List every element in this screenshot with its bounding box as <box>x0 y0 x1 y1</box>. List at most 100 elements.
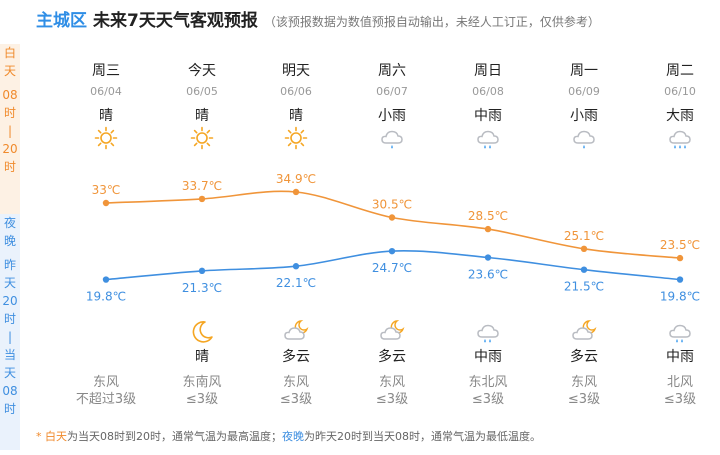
forecast-title: 未来7天天气客观预报 <box>93 11 258 31</box>
date-label: 06/08 <box>472 85 504 98</box>
wind-direction-label: 东风 <box>378 375 405 390</box>
weekday-label: 明天 <box>282 63 310 79</box>
period-label-char: 08 <box>2 384 18 398</box>
wind-direction-label: 东风 <box>570 375 597 390</box>
weekday-label: 周日 <box>474 63 502 79</box>
wind-direction-label: 东南风 <box>182 375 222 390</box>
wind-direction-label: 北风 <box>666 375 693 390</box>
partly-cloudy-night-icon <box>570 318 598 346</box>
day-period-label: 白天 08 时 | 20 时 <box>0 44 20 214</box>
day-weather-label: 中雨 <box>474 108 502 124</box>
high-temp-label: 30.5℃ <box>372 198 412 212</box>
weekday-label: 今天 <box>188 63 216 79</box>
moderate-rain-icon <box>474 318 502 346</box>
high-temp-label: 25.1℃ <box>564 229 604 243</box>
low-temp-label: 21.3℃ <box>182 281 222 295</box>
wind-direction-label: 东风 <box>282 375 309 390</box>
period-label-char: 天 <box>3 276 16 290</box>
light-rain-icon <box>378 124 406 152</box>
high-temp-label: 33℃ <box>92 183 121 197</box>
high-temp-label: 34.9℃ <box>276 172 316 186</box>
day-weather-label: 小雨 <box>570 108 598 124</box>
low-temp-label: 19.8℃ <box>660 290 700 304</box>
period-label-char: 08 <box>2 88 18 102</box>
high-temp-point <box>388 214 396 221</box>
period-label-char: 天 <box>3 366 16 380</box>
heavy-rain-icon <box>666 124 694 152</box>
footnote-star: * <box>36 430 45 443</box>
low-temp-point <box>292 263 300 270</box>
low-temp-label: 19.8℃ <box>86 290 126 304</box>
date-label: 06/04 <box>90 85 122 98</box>
footnote-day-text: 为当天08时到20时，通常气温为最高温度； <box>67 430 282 443</box>
period-label-char: 当 <box>3 348 16 362</box>
date-label: 06/07 <box>376 85 408 98</box>
low-temp-point <box>580 266 588 273</box>
period-label-char: 晚 <box>3 234 16 248</box>
period-label-char: 昨 <box>3 258 16 272</box>
low-temp-point <box>102 276 110 283</box>
high-temp-point <box>102 199 110 207</box>
wind-direction-label: 东风 <box>92 375 119 390</box>
period-label-char: 天 <box>3 64 16 78</box>
sun-icon <box>188 124 216 152</box>
period-label-char: 20 <box>2 294 18 308</box>
low-temp-label: 24.7℃ <box>372 261 412 275</box>
high-temp-point <box>580 245 588 253</box>
wind-level-label: ≤3级 <box>375 392 409 407</box>
date-label: 06/09 <box>568 85 600 98</box>
sun-icon <box>92 124 120 152</box>
date-label: 06/05 <box>186 85 218 98</box>
moon-icon <box>188 318 216 346</box>
weekday-label: 周二 <box>666 63 694 79</box>
weekday-label: 周一 <box>570 63 598 79</box>
night-weather-label: 多云 <box>282 349 310 365</box>
low-temp-label: 21.5℃ <box>564 280 604 294</box>
wind-level-label: ≤3级 <box>279 392 313 407</box>
wind-direction-label: 东北风 <box>468 375 508 390</box>
footnote-night-text: 为昨天20时到当天08时，通常气温为最低温度。 <box>304 430 541 443</box>
wind-level-label: ≤3级 <box>471 392 505 407</box>
low-temp-point <box>388 247 396 255</box>
date-label: 06/06 <box>280 85 312 98</box>
partly-cloudy-night-icon <box>282 318 310 346</box>
period-label-char: 白 <box>3 46 16 60</box>
footnote-night-keyword: 夜晚 <box>282 430 304 443</box>
period-label-char: 夜 <box>3 216 16 230</box>
night-weather-label: 中雨 <box>474 349 502 365</box>
day-weather-label: 晴 <box>289 108 303 124</box>
day-weather-label: 晴 <box>195 108 209 124</box>
wind-level-label: ≤3级 <box>185 392 219 407</box>
weekday-label: 周六 <box>378 63 406 79</box>
period-label-char: | <box>7 330 13 344</box>
day-weather-label: 大雨 <box>666 108 694 124</box>
period-label-char: 时 <box>3 402 16 416</box>
sun-icon <box>282 124 310 152</box>
period-label-char: 时 <box>3 106 16 120</box>
low-temp-label: 22.1℃ <box>276 276 316 290</box>
night-period-label: 夜晚昨天 20 时 | 当天 08 时 <box>0 214 20 450</box>
high-temp-point <box>676 254 684 262</box>
weekday-label: 周三 <box>92 63 120 79</box>
high-temp-label: 23.5℃ <box>660 238 700 252</box>
high-temp-point <box>484 225 492 233</box>
footnote: * 白天为当天08时到20时，通常气温为最高温度；夜晚为昨天20时到当天08时，… <box>36 428 541 444</box>
moderate-rain-icon <box>666 318 694 346</box>
low-temp-point <box>484 254 492 261</box>
day-weather-label: 小雨 <box>378 108 406 124</box>
wind-level-label: ≤3级 <box>567 392 601 407</box>
wind-level-label: 不超过3级 <box>75 392 137 407</box>
night-weather-label: 中雨 <box>666 349 694 365</box>
high-temp-label: 33.7℃ <box>182 179 222 193</box>
period-label-char: 时 <box>3 312 16 326</box>
region-name: 主城区 <box>36 11 87 31</box>
light-rain-icon <box>570 124 598 152</box>
period-label-char: 时 <box>3 160 16 174</box>
high-temp-point <box>292 188 300 196</box>
wind-level-label: ≤3级 <box>663 392 697 407</box>
night-weather-label: 晴 <box>195 349 209 365</box>
partly-cloudy-night-icon <box>378 318 406 346</box>
moderate-rain-icon <box>474 124 502 152</box>
low-temp-point <box>676 276 684 283</box>
